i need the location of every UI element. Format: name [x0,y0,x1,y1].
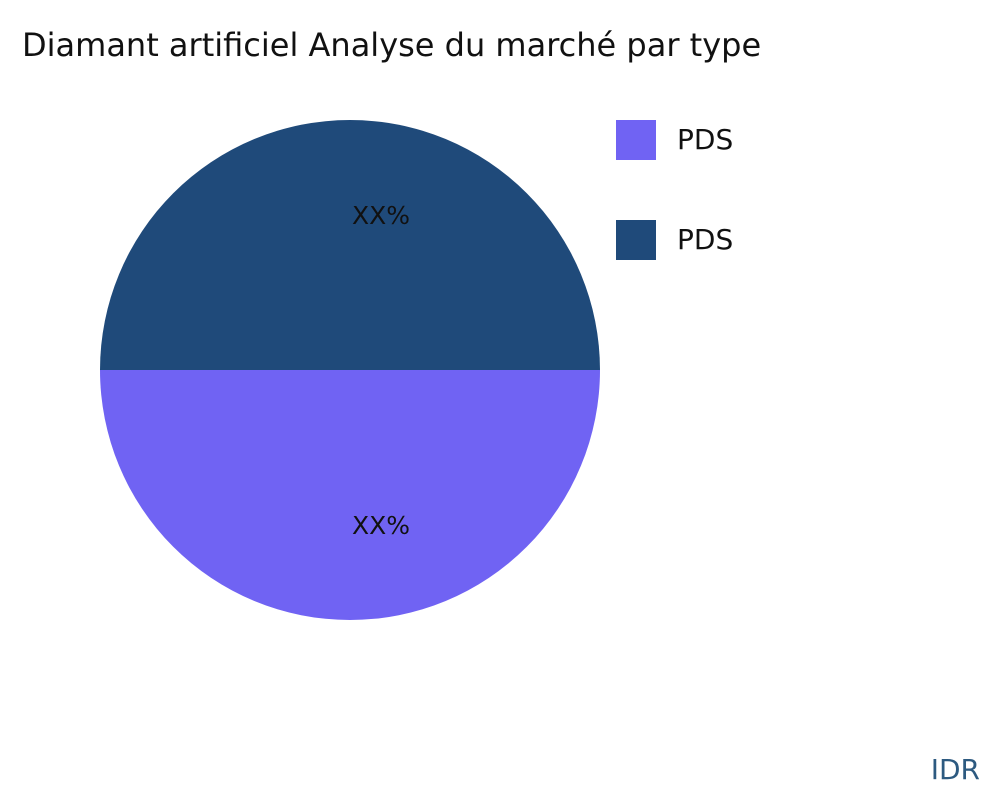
chart-title: Diamant artificiel Analyse du marché par… [22,26,762,64]
legend-label-1: PDS [677,223,734,256]
legend-label-0: PDS [677,123,734,156]
legend-swatch-1 [616,220,656,260]
pie-slice-0[interactable] [100,370,600,620]
legend-item-1[interactable]: PDS [616,220,916,260]
slice-label-1: XX% [352,201,410,230]
watermark: IDR [930,753,980,786]
slice-label-0: XX% [352,511,410,540]
legend-swatch-0 [616,120,656,160]
legend-item-0[interactable]: PDS [616,120,916,160]
pie-slice-1[interactable] [100,120,600,370]
